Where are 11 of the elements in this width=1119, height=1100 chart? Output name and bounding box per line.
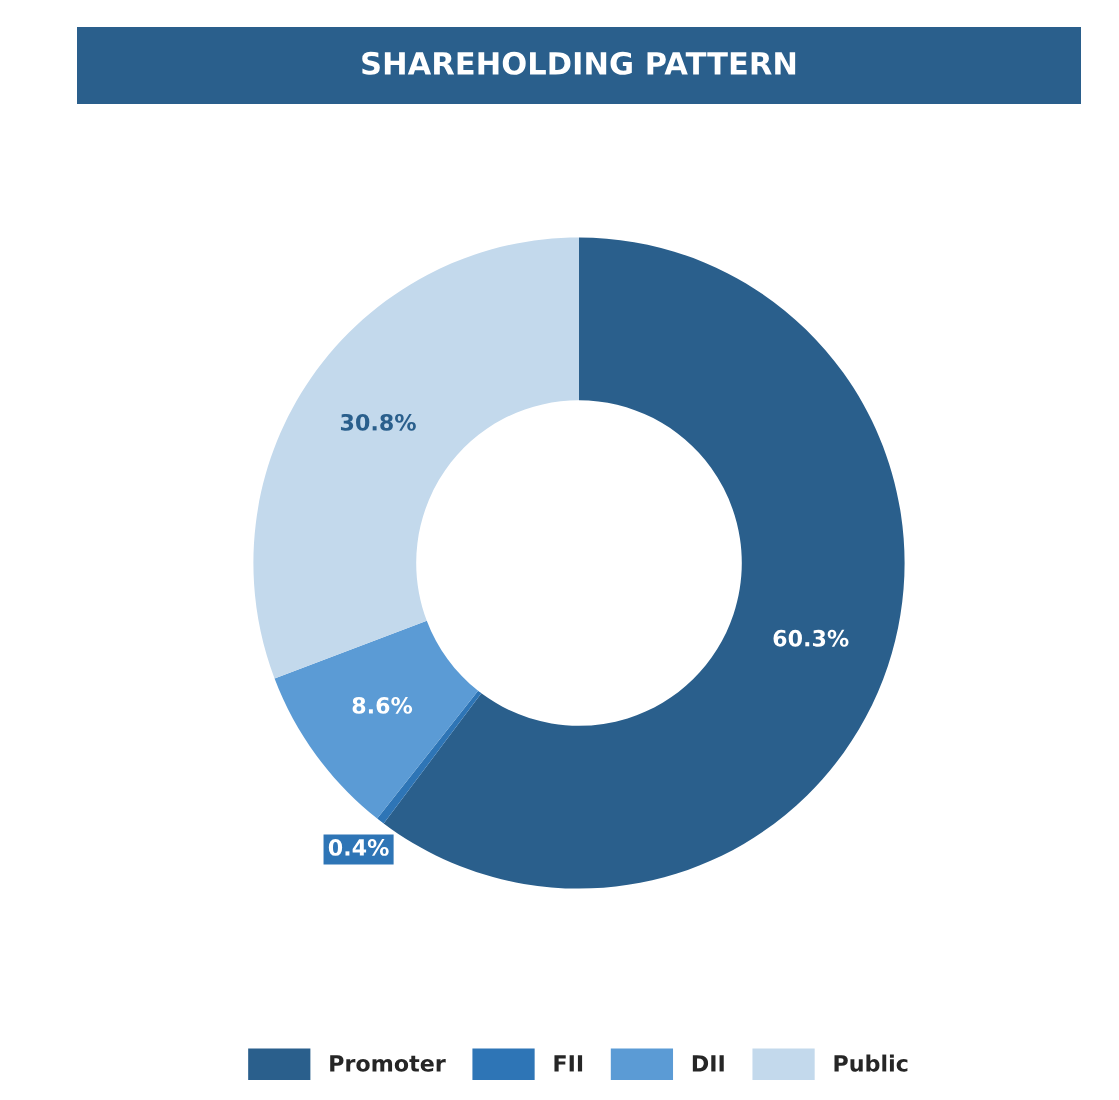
legend-label: DII: [692, 1055, 724, 1072]
legend-label: Promoter: [330, 1055, 446, 1072]
legend-label: FII: [554, 1055, 583, 1072]
data-label: 30.8%: [340, 413, 416, 431]
donut-slice: [274, 620, 479, 819]
data-label: 8.6%: [352, 696, 413, 714]
donut-slice: [253, 237, 579, 679]
data-label: 0.4%: [328, 839, 389, 856]
chart-title: SHAREHOLDING PATTERN: [362, 51, 796, 75]
data-label: 60.3%: [773, 629, 849, 647]
legend-label: Public: [834, 1054, 908, 1072]
